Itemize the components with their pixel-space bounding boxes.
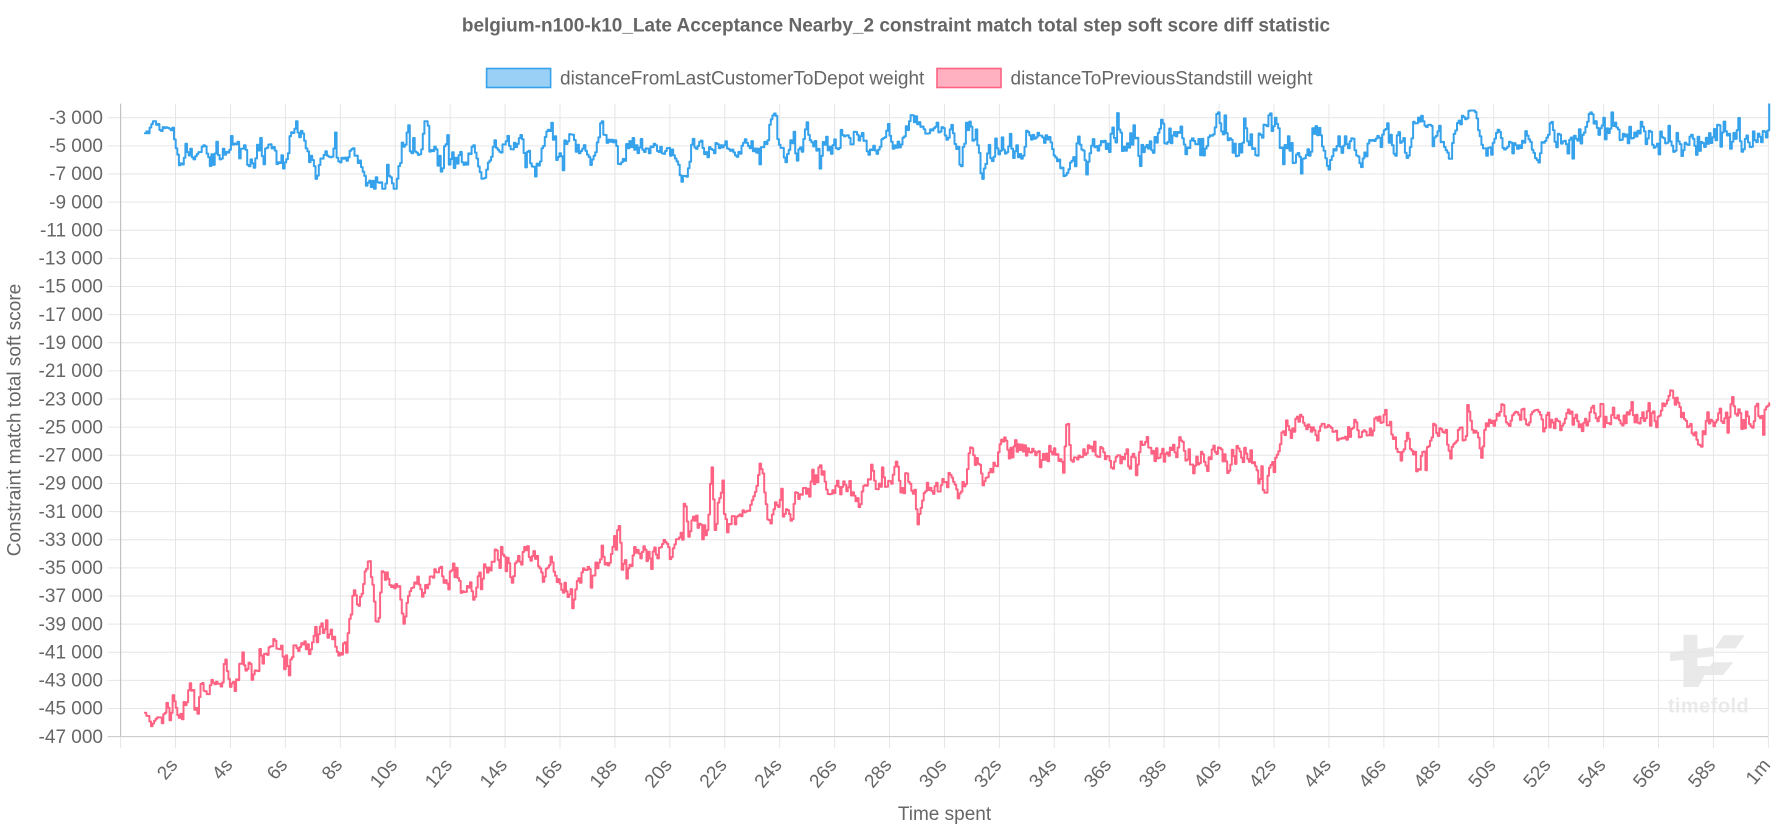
svg-text:timefold: timefold [1668,696,1749,718]
svg-text:-21 000: -21 000 [39,361,103,382]
svg-text:distanceFromLastCustomerToDepo: distanceFromLastCustomerToDepot weight [560,69,925,90]
svg-text:-39 000: -39 000 [39,614,103,635]
svg-text:-43 000: -43 000 [39,671,103,692]
svg-text:-35 000: -35 000 [39,558,103,579]
svg-text:-19 000: -19 000 [39,333,103,354]
svg-text:-11 000: -11 000 [40,220,103,241]
svg-text:-33 000: -33 000 [39,530,103,551]
svg-text:-13 000: -13 000 [39,249,103,270]
svg-text:-27 000: -27 000 [39,446,103,467]
svg-text:-31 000: -31 000 [39,502,103,523]
svg-text:-9 000: -9 000 [49,192,103,213]
svg-text:-45 000: -45 000 [39,699,103,720]
svg-text:belgium-n100-k10_Late Acceptan: belgium-n100-k10_Late Acceptance Nearby_… [462,16,1331,37]
svg-text:-23 000: -23 000 [39,389,103,410]
svg-text:-25 000: -25 000 [39,417,103,438]
svg-text:-15 000: -15 000 [39,277,103,298]
svg-text:-17 000: -17 000 [39,305,103,326]
svg-text:distanceToPreviousStandstill w: distanceToPreviousStandstill weight [1011,69,1314,90]
svg-text:-37 000: -37 000 [39,586,103,607]
svg-text:Constraint match total soft sc: Constraint match total soft score [5,284,26,556]
svg-text:-47 000: -47 000 [39,727,103,748]
svg-text:-41 000: -41 000 [39,642,103,663]
svg-text:-5 000: -5 000 [49,136,103,157]
svg-text:-7 000: -7 000 [49,164,103,185]
svg-text:-3 000: -3 000 [49,108,103,129]
svg-text:-29 000: -29 000 [39,474,103,495]
svg-text:Time spent: Time spent [898,804,992,825]
